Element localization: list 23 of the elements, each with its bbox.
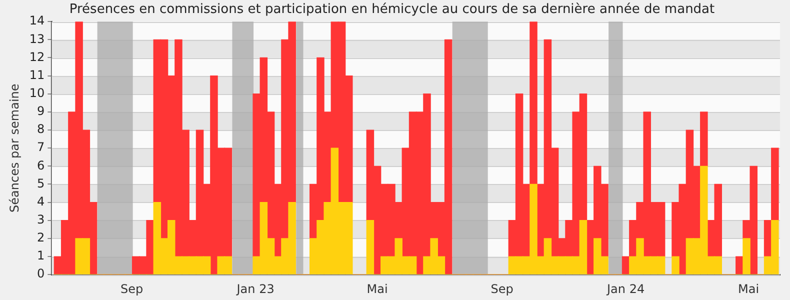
chart-title: Présences en commissions et participation en hémicycle au cours de sa dernière année de mandat: [69, 2, 715, 18]
x-tick-label: Jan 23: [236, 282, 274, 296]
y-tick-label: 7: [37, 140, 45, 154]
y-tick-label: 8: [37, 122, 45, 136]
y-axis-title: Séances par semaine: [7, 84, 22, 212]
y-tick-label: 11: [29, 68, 45, 82]
y-tick-label: 1: [37, 248, 45, 263]
y-tick-label: 2: [37, 230, 45, 245]
y-tick-label: 4: [37, 194, 45, 208]
y-tick-label: 10: [29, 86, 45, 100]
y-tick-label: 14: [29, 14, 45, 28]
y-tick-label: 0: [37, 266, 45, 281]
y-tick-label: 12: [29, 50, 45, 64]
x-tick-label: Sep: [120, 282, 144, 296]
x-tick-label: Mai: [738, 282, 760, 296]
x-tick-label: Mai: [366, 282, 388, 296]
y-tick-label: 5: [37, 176, 45, 190]
y-tick-label: 3: [37, 212, 45, 227]
y-tick-label: 6: [37, 158, 45, 172]
y-tick-label: 9: [37, 104, 45, 118]
y-tick-label: 13: [29, 32, 45, 46]
x-tick-label: Jan 24: [606, 282, 645, 296]
x-tick-label: Sep: [490, 282, 514, 296]
